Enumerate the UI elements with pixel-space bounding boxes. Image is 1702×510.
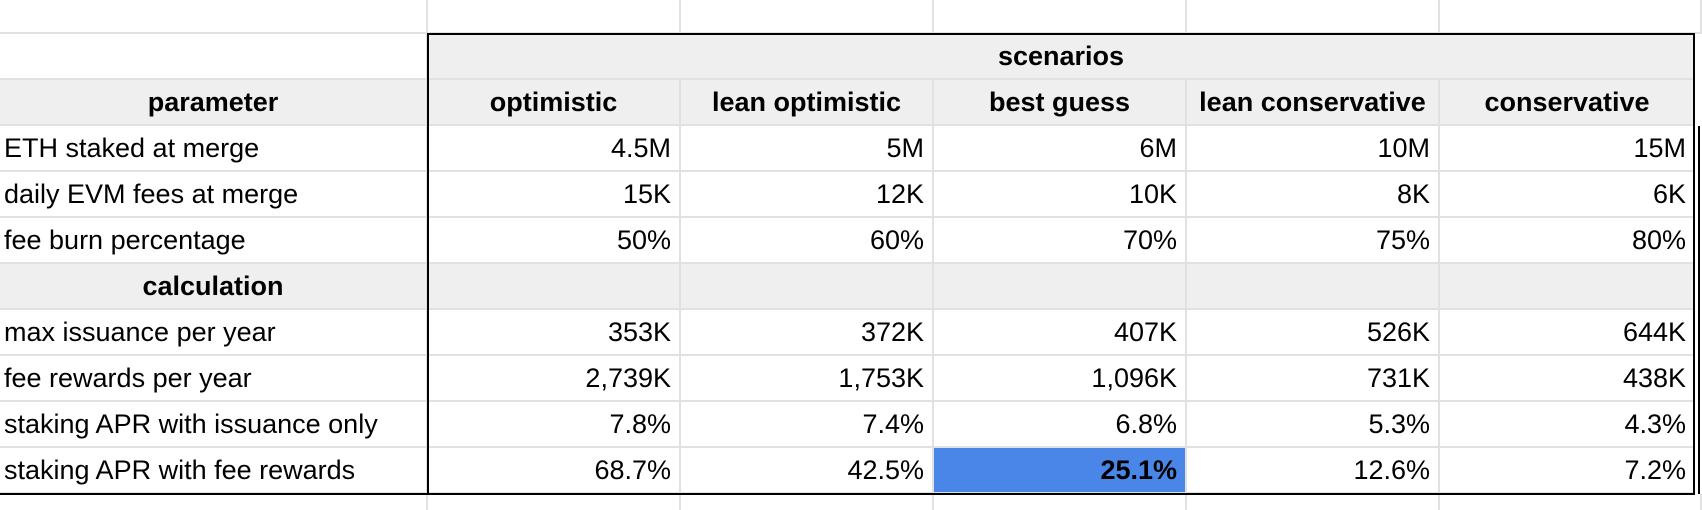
cell-value[interactable]: 7.4% — [681, 402, 934, 448]
cell-value[interactable]: 12K — [681, 172, 934, 218]
cell-empty[interactable] — [0, 34, 428, 80]
cell-value[interactable]: 6.8% — [934, 402, 1187, 448]
cell-empty[interactable] — [681, 494, 934, 510]
cell-value[interactable]: 5M — [681, 126, 934, 172]
scenarios-group-header[interactable]: scenarios — [428, 34, 1694, 80]
scenario-header-lean-optimistic[interactable]: lean optimistic — [681, 80, 934, 126]
cell-empty[interactable] — [934, 264, 1187, 310]
cell-value[interactable]: 353K — [428, 310, 681, 356]
cell-value[interactable]: 10K — [934, 172, 1187, 218]
cell-empty[interactable] — [428, 494, 681, 510]
row-label-eth-staked[interactable]: ETH staked at merge — [0, 126, 428, 172]
cell-empty[interactable] — [681, 0, 934, 34]
cell-empty[interactable] — [0, 494, 428, 510]
cell-empty[interactable] — [934, 0, 1187, 34]
cell-empty[interactable] — [1187, 264, 1440, 310]
calculation-header[interactable]: calculation — [0, 264, 428, 310]
scenario-header-best-guess[interactable]: best guess — [934, 80, 1187, 126]
cell-empty[interactable] — [1440, 264, 1694, 310]
row-label-fee-burn[interactable]: fee burn percentage — [0, 218, 428, 264]
cell-empty[interactable] — [0, 0, 428, 34]
cell-empty[interactable] — [1440, 494, 1702, 510]
scenario-header-conservative[interactable]: conservative — [1440, 80, 1694, 126]
cell-empty[interactable] — [428, 264, 681, 310]
cell-value[interactable]: 6M — [934, 126, 1187, 172]
row-label-apr-fee-rewards[interactable]: staking APR with fee rewards — [0, 448, 428, 494]
table-right-edge-marks — [1698, 126, 1700, 494]
cell-value[interactable]: 70% — [934, 218, 1187, 264]
cell-value[interactable]: 407K — [934, 310, 1187, 356]
cell-value[interactable]: 75% — [1187, 218, 1440, 264]
cell-value[interactable]: 7.2% — [1440, 448, 1694, 494]
cell-value[interactable]: 50% — [428, 218, 681, 264]
cell-value[interactable]: 2,739K — [428, 356, 681, 402]
cell-value[interactable]: 5.3% — [1187, 402, 1440, 448]
table-bottom-border — [0, 493, 428, 495]
cell-value[interactable]: 80% — [1440, 218, 1694, 264]
row-label-apr-issuance-only[interactable]: staking APR with issuance only — [0, 402, 428, 448]
cell-value[interactable]: 4.5M — [428, 126, 681, 172]
cell-value[interactable]: 7.8% — [428, 402, 681, 448]
cell-value[interactable]: 1,753K — [681, 356, 934, 402]
cell-empty[interactable] — [934, 494, 1187, 510]
cell-empty[interactable] — [681, 264, 934, 310]
cell-empty[interactable] — [1187, 494, 1440, 510]
cell-value[interactable]: 10M — [1187, 126, 1440, 172]
cell-value[interactable]: 8K — [1187, 172, 1440, 218]
cell-value[interactable]: 4.3% — [1440, 402, 1694, 448]
cell-value[interactable]: 731K — [1187, 356, 1440, 402]
highlighted-cell-best-guess-apr[interactable]: 25.1% — [934, 448, 1187, 494]
cell-value[interactable]: 60% — [681, 218, 934, 264]
row-label-daily-evm-fees[interactable]: daily EVM fees at merge — [0, 172, 428, 218]
cell-empty[interactable] — [1440, 0, 1702, 34]
cell-value[interactable]: 526K — [1187, 310, 1440, 356]
parameter-header[interactable]: parameter — [0, 80, 428, 126]
cell-value[interactable]: 15M — [1440, 126, 1694, 172]
scenario-header-lean-conservative[interactable]: lean conservative — [1187, 80, 1440, 126]
cell-value[interactable]: 372K — [681, 310, 934, 356]
cell-value[interactable]: 68.7% — [428, 448, 681, 494]
scenario-header-optimistic[interactable]: optimistic — [428, 80, 681, 126]
cell-value[interactable]: 1,096K — [934, 356, 1187, 402]
row-label-fee-rewards[interactable]: fee rewards per year — [0, 356, 428, 402]
cell-value[interactable]: 6K — [1440, 172, 1694, 218]
cell-empty[interactable] — [428, 0, 681, 34]
row-label-max-issuance[interactable]: max issuance per year — [0, 310, 428, 356]
cell-value[interactable]: 644K — [1440, 310, 1694, 356]
cell-empty[interactable] — [1187, 0, 1440, 34]
cell-value[interactable]: 438K — [1440, 356, 1694, 402]
cell-value[interactable]: 42.5% — [681, 448, 934, 494]
cell-value[interactable]: 15K — [428, 172, 681, 218]
cell-value[interactable]: 12.6% — [1187, 448, 1440, 494]
